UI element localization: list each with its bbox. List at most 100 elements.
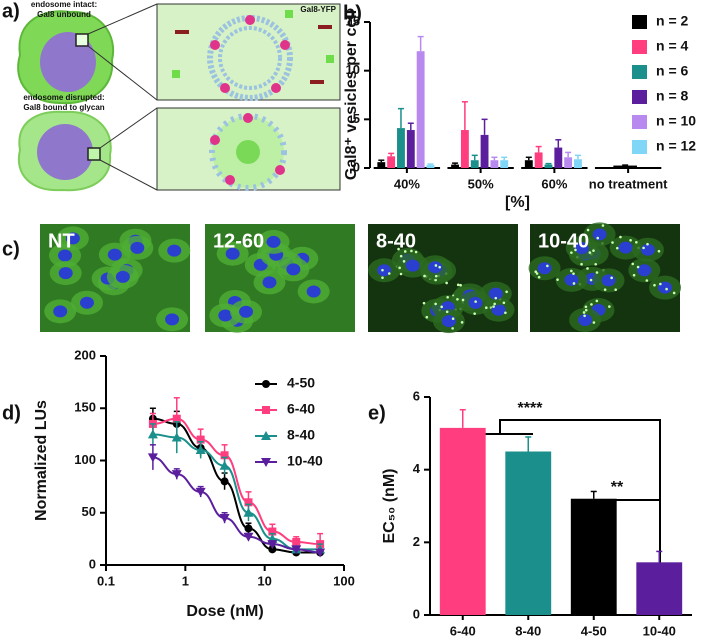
x-tick-label: 4-50 — [581, 623, 607, 638]
vesicle — [615, 246, 619, 250]
nucleus — [218, 309, 233, 322]
vesicle — [590, 303, 593, 306]
y-tick-label: 0 — [89, 556, 96, 571]
vesicle — [423, 274, 426, 278]
data-point — [220, 477, 229, 486]
data-point — [292, 538, 301, 547]
vesicle — [534, 270, 538, 273]
vesicle — [586, 228, 590, 232]
caption: Gal8 unbound — [37, 10, 91, 19]
nucleus — [488, 287, 503, 300]
vesicle — [387, 272, 391, 275]
legend-label: 8-40 — [287, 427, 315, 443]
image-label: 10-40 — [538, 230, 589, 252]
y-tick-label: 6 — [413, 388, 420, 403]
x-tick-label: 10 — [257, 573, 271, 588]
vesicle — [642, 246, 645, 250]
x-axis-label: Dose (nM) — [186, 603, 263, 620]
nucleus — [107, 248, 122, 261]
nucleus — [266, 235, 281, 248]
data-point — [244, 498, 253, 507]
vesicle — [572, 282, 576, 285]
y-tick-label: 0 — [413, 606, 420, 621]
data-point — [195, 445, 206, 455]
bar — [397, 128, 405, 168]
legend-marker — [262, 380, 270, 388]
data-point — [196, 435, 205, 444]
x-tick-label: 100 — [333, 573, 355, 588]
vesicle — [601, 224, 605, 227]
x-tick-label: 6-40 — [450, 623, 476, 638]
vesicle — [422, 301, 426, 305]
vesicle — [399, 254, 403, 258]
bar — [416, 51, 425, 169]
vesicle — [410, 249, 413, 253]
vesicle — [635, 240, 638, 244]
vesicle — [492, 305, 495, 308]
y-axis-label: Normalized LUs — [33, 400, 50, 521]
vesicle — [657, 249, 661, 253]
legend-marker — [261, 431, 271, 440]
vesicle — [397, 247, 400, 251]
nucleus — [130, 241, 145, 254]
nucleus — [637, 264, 652, 277]
x-tick-label: no treatment — [589, 176, 668, 191]
nucleus — [225, 247, 240, 260]
vesicle — [594, 262, 597, 266]
legend-swatch — [632, 40, 647, 54]
vesicle — [403, 250, 407, 253]
x-tick-label: 8-40 — [515, 623, 541, 638]
annotation: ** — [611, 479, 624, 496]
data-point — [195, 487, 206, 497]
vesicle — [631, 262, 635, 266]
bar — [554, 147, 563, 168]
bar — [564, 157, 573, 168]
y-tick-label: 5 — [353, 111, 360, 126]
vesicle — [451, 317, 455, 321]
vesicle — [484, 306, 488, 310]
legend-label: 6-40 — [287, 401, 315, 417]
vesicle — [402, 260, 406, 263]
nucleus — [58, 267, 73, 280]
panel-label: b) — [343, 2, 362, 24]
series-line — [152, 433, 321, 551]
x-tick-label: 1 — [182, 573, 189, 588]
vesicle — [474, 300, 477, 303]
vesicle — [611, 241, 614, 244]
data-point — [171, 470, 182, 480]
data-point — [267, 540, 278, 550]
x-tick-label: 50% — [468, 176, 494, 191]
x-tick-label: 40% — [394, 176, 420, 191]
vesicle — [592, 249, 595, 252]
vesicle — [589, 278, 593, 282]
bar — [426, 165, 435, 168]
x-tick-label: 10-40 — [643, 623, 676, 638]
vesicle — [438, 265, 441, 269]
vesicle — [614, 288, 617, 292]
vesicle — [381, 268, 384, 272]
vesicle — [434, 264, 438, 267]
vesicle — [645, 279, 649, 282]
y-tick-label: 0 — [353, 159, 360, 174]
legend-label: n = 2 — [656, 13, 689, 29]
nucleus — [377, 264, 392, 277]
nucleus — [537, 262, 552, 275]
vesicle — [456, 283, 460, 287]
vesicle — [610, 276, 613, 280]
bar — [544, 164, 553, 168]
legend-label: n = 8 — [656, 88, 689, 104]
legend-swatch — [632, 65, 647, 79]
legend-swatch — [632, 15, 647, 29]
vesicle — [672, 291, 676, 295]
data-point — [219, 513, 230, 523]
data-point — [315, 548, 326, 558]
data-point — [172, 414, 181, 423]
vesicle — [592, 321, 596, 324]
vesicle — [603, 288, 607, 291]
data-point — [243, 532, 254, 542]
y-tick-label: 50 — [82, 504, 96, 519]
vesicle — [460, 321, 464, 324]
legend-label: n = 10 — [656, 113, 696, 129]
vesicle — [570, 269, 573, 273]
bar — [613, 165, 637, 168]
